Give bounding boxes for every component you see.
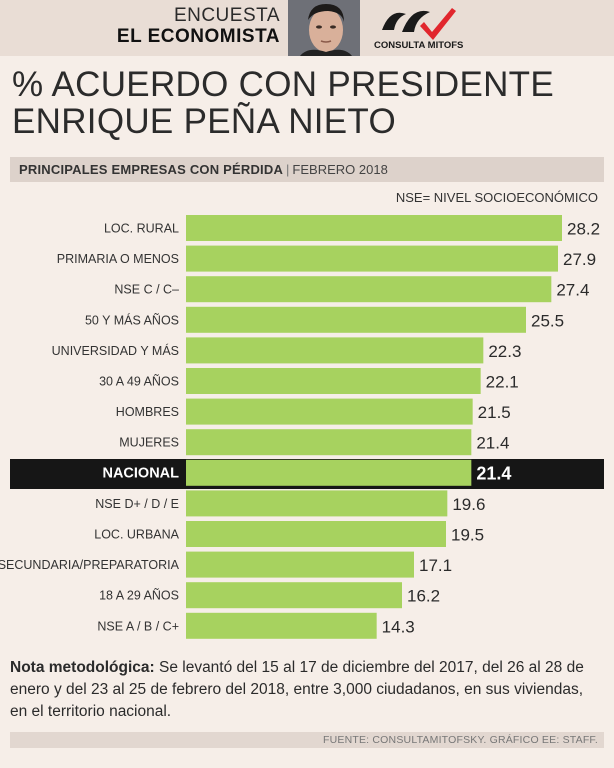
source-footer: FUENTE: CONSULTAMITOFSKY. GRÁFICO EE: ST… — [10, 732, 604, 748]
value-label-secundaria-preparatoria: 17.1 — [419, 556, 452, 575]
header-survey-label: ENCUESTA — [173, 5, 280, 26]
logo-text: CONSULTA MITOFSKY — [374, 40, 464, 51]
header-publication-name: EL ECONOMISTA — [116, 26, 280, 47]
value-label-50-y-mas-anos: 25.5 — [531, 311, 564, 330]
header-band: ENCUESTA EL ECONOMISTA CONSULTA MITOFSKY — [0, 0, 614, 56]
bar-secundaria-preparatoria — [186, 551, 414, 578]
subtitle-bar: PRINCIPALES EMPRESAS CON PÉRDIDA | FEBRERO… — [10, 157, 604, 182]
category-label-primaria-o-menos: PRIMARIA O MENOS — [57, 252, 179, 266]
subtitle-date: FEBRERO 2018 — [292, 162, 388, 177]
value-label-mujeres: 21.4 — [476, 434, 509, 453]
category-label-nse-c-c: NSE C / C– — [114, 283, 179, 297]
bar-loc-rural — [186, 215, 562, 241]
bar-loc-urbana — [186, 521, 446, 547]
value-label-nse-a-b-c: 14.3 — [382, 617, 415, 636]
page-title: % ACUERDO CON PRESIDENTE ENRIQUE PEÑA NI… — [12, 66, 554, 140]
bar-nse-d-d-e — [186, 490, 448, 517]
bar-30-a-49-anos — [186, 368, 481, 394]
category-label-30-a-49-anos: 30 A 49 AÑOS — [99, 375, 179, 389]
value-label-universidad-y-mas: 22.3 — [488, 342, 521, 361]
value-label-30-a-49-anos: 22.1 — [486, 373, 519, 392]
president-portrait-image — [288, 0, 360, 56]
bar-50-y-mas-anos — [186, 306, 526, 333]
page-title-line-2: ENRIQUE PEÑA NIETO — [12, 102, 397, 141]
bar-universidad-y-mas — [186, 337, 484, 364]
bar-primaria-o-menos — [186, 245, 558, 272]
subtitle-label: PRINCIPALES EMPRESAS CON PÉRDIDA — [19, 162, 284, 177]
nse-legend-note: NSE= NIVEL SOCIOECONÓMICO — [395, 190, 598, 205]
methodology-note: Nota metodológica: Se levantó del 15 al … — [10, 657, 604, 723]
value-label-nse-c-c: 27.4 — [556, 281, 589, 300]
value-label-18-a-29-anos: 16.2 — [407, 587, 440, 606]
bar-mujeres — [186, 429, 472, 456]
category-label-18-a-29-anos: 18 A 29 AÑOS — [99, 589, 179, 603]
value-label-loc-rural: 28.2 — [567, 220, 600, 239]
category-label-nse-d-d-e: NSE D+ / D / E — [95, 497, 179, 511]
category-label-secundaria-preparatoria: SECUNDARIA/PREPARATORIA — [0, 558, 180, 572]
subtitle-separator: | — [286, 162, 290, 177]
bar-hombres — [186, 398, 473, 425]
page-title-line-1: % ACUERDO CON PRESIDENTE — [12, 65, 555, 104]
value-label-hombres: 21.5 — [478, 403, 511, 422]
bar-nse-c-c — [186, 276, 552, 303]
category-label-hombres: HOMBRES — [116, 405, 179, 419]
category-label-50-y-mas-anos: 50 Y MÁS AÑOS — [85, 312, 179, 327]
category-label-mujeres: MUJERES — [119, 436, 179, 450]
methodology-note-text: Se levantó del 15 al 17 de diciembre del… — [10, 659, 584, 720]
bar-nse-a-b-c — [186, 612, 377, 639]
consulta-mitofsky-logo: CONSULTA MITOFSKY — [372, 2, 477, 54]
nacional-highlight-band — [10, 459, 604, 489]
category-label-loc-rural: LOC. RURAL — [104, 222, 179, 236]
value-label-primaria-o-menos: 27.9 — [563, 250, 596, 269]
methodology-note-label: Nota metodológica: — [10, 659, 155, 676]
category-label-nse-a-b-c: NSE A / B / C+ — [97, 619, 179, 633]
category-label-universidad-y-mas: UNIVERSIDAD Y MÁS — [52, 343, 179, 358]
value-label-loc-urbana: 19.5 — [451, 526, 484, 545]
category-label-loc-urbana: LOC. URBANA — [94, 528, 179, 542]
value-label-nse-d-d-e: 19.6 — [452, 495, 485, 514]
bar-18-a-29-anos — [186, 582, 402, 609]
